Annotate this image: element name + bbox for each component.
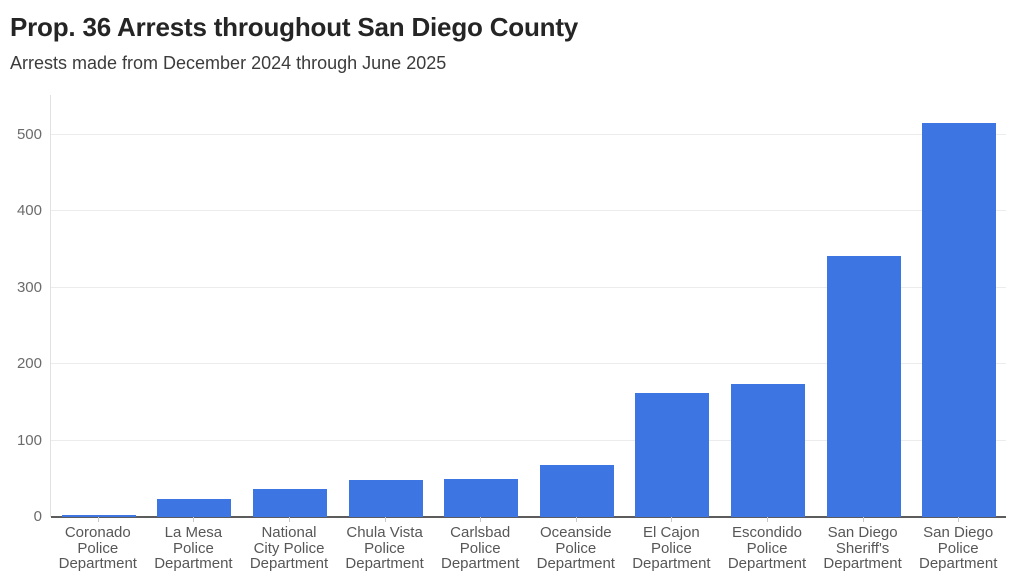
bar-national-city-police-department [253, 489, 327, 517]
chart-title: Prop. 36 Arrests throughout San Diego Co… [10, 12, 579, 42]
bar-coronado-police-department [61, 514, 136, 517]
bar-carlsbad-police-department [444, 478, 519, 517]
x-label-line: Department [632, 555, 711, 572]
chart-subtitle: Arrests made from December 2024 through … [10, 53, 447, 73]
x-label-line: Chula Vista [346, 524, 423, 541]
gridline-200 [51, 363, 1006, 365]
gridline-500 [51, 133, 1006, 135]
bar-chula-vista-police-department [348, 480, 423, 517]
bar-san-diego-sheriff-s-department [826, 255, 901, 517]
x-label-line: Department [536, 555, 615, 572]
bar-la-mesa-police-department [157, 498, 232, 517]
x-axis-line [51, 516, 1006, 518]
y-tick-label-200: 200 [16, 355, 42, 373]
x-label-line: Department [154, 555, 233, 572]
x-axis-tick [575, 517, 577, 522]
x-label-san-diego-sheriff-s-department: San Diego Sheriff's Department [813, 525, 913, 572]
x-label-line: Department [823, 555, 902, 572]
x-label-chula-vista-police-department: Chula Vista Police Department [335, 525, 435, 572]
x-label-line: Department [441, 555, 520, 572]
x-label-san-diego-police-department: San Diego Police Department [908, 525, 1008, 572]
x-label-line: Police [172, 539, 214, 557]
x-label-carlsbad-police-department: Carlsbad Police Department [430, 525, 530, 572]
x-label-line: El Cajon [643, 524, 700, 541]
x-label-line: Police [459, 539, 501, 557]
x-label-line: Sheriff's [835, 539, 890, 557]
bar-el-cajon-police-department [635, 393, 710, 517]
x-label-line: Coronado [64, 524, 131, 541]
bar-oceanside-police-department [539, 465, 614, 517]
x-axis-tick [480, 517, 482, 522]
y-tick-label-0: 0 [33, 508, 42, 525]
bar-escondido-police-department [731, 383, 805, 517]
x-label-line: Escondido [731, 524, 803, 541]
gridline-400 [51, 210, 1006, 212]
x-label-el-cajon-police-department: El Cajon Police Department [621, 525, 721, 572]
x-label-line: Carlsbad [450, 524, 511, 541]
x-label-line: Police [937, 539, 979, 557]
plot-area [50, 95, 1006, 518]
x-label-line: Department [58, 555, 137, 572]
x-label-line: Police [77, 539, 119, 557]
x-label-line: City Police [253, 539, 325, 557]
x-label-escondido-police-department: Escondido Police Department [717, 525, 817, 572]
x-axis-tick [384, 517, 386, 522]
x-axis-tick [767, 517, 768, 522]
gridline-300 [51, 286, 1006, 288]
y-tick-label-100: 100 [16, 431, 42, 449]
x-axis-tick [671, 517, 673, 522]
gridline-100 [51, 439, 1006, 441]
bar-san-diego-police-department [922, 123, 997, 517]
x-label-line: Oceanside [539, 524, 612, 541]
x-axis-tick [193, 517, 195, 522]
x-label-oceanside-police-department: Oceanside Police Department [526, 525, 626, 572]
x-label-line: Department [919, 555, 998, 572]
x-label-coronado-police-department: Coronado Police Department [48, 525, 148, 572]
x-axis-tick [958, 517, 960, 522]
x-label-line: San Diego [827, 524, 898, 541]
bar-chart: 0 100 200 300 400 500 Coronado Police Departmen… [0, 90, 1020, 583]
x-axis-tick [289, 517, 290, 522]
x-label-line: Department [345, 555, 424, 572]
y-tick-label-300: 300 [16, 278, 42, 296]
y-tick-label-400: 400 [16, 202, 42, 220]
x-label-line: Department [249, 555, 329, 572]
x-axis-tick [862, 517, 864, 522]
x-label-line: National [261, 524, 317, 541]
x-label-la-mesa-police-department: La Mesa Police Department [143, 525, 243, 572]
x-label-line: Police [650, 539, 692, 557]
x-label-line: Department [727, 555, 807, 572]
x-axis-tick [97, 517, 99, 522]
y-tick-label-500: 500 [16, 125, 42, 143]
x-label-line: La Mesa [164, 524, 223, 541]
x-label-line: Police [746, 539, 788, 557]
x-label-line: San Diego [923, 524, 994, 541]
x-label-line: Police [555, 539, 597, 557]
x-label-national-city-police-department: National City Police Department [239, 525, 339, 572]
x-label-line: Police [364, 539, 406, 557]
